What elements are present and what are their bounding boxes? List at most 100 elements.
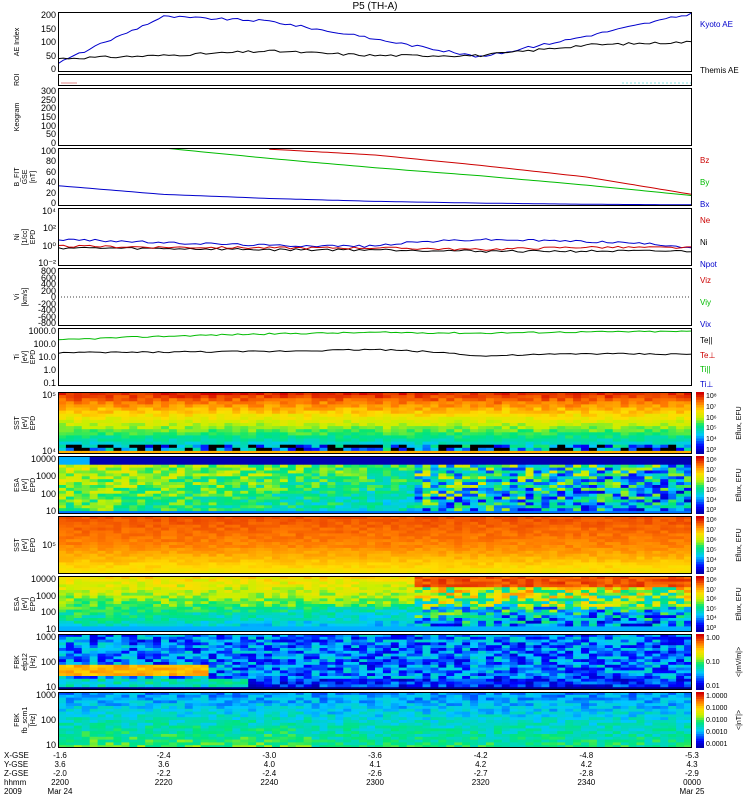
pixel	[81, 423, 91, 427]
pixel	[414, 426, 424, 430]
pixel	[549, 473, 558, 477]
pixel	[406, 410, 416, 415]
pixel	[240, 536, 249, 540]
pixel	[438, 464, 447, 469]
pixel	[224, 545, 233, 549]
pixel	[470, 407, 479, 412]
pixel	[184, 426, 194, 430]
pixel	[240, 496, 249, 500]
pixel	[264, 476, 273, 480]
pixel	[343, 516, 352, 520]
pixel	[343, 470, 352, 474]
pixel	[113, 467, 122, 471]
pixel	[248, 423, 257, 427]
pixel	[224, 416, 233, 421]
pixel	[113, 562, 122, 566]
pixel	[525, 550, 534, 555]
pixel	[612, 413, 622, 418]
pixel	[517, 419, 527, 424]
pixel	[105, 392, 114, 396]
pixel	[335, 482, 344, 486]
pixel	[446, 499, 455, 503]
pixel	[271, 429, 281, 433]
pixel	[684, 473, 692, 477]
pixel	[335, 438, 344, 443]
pixel	[168, 395, 178, 399]
pixel	[628, 441, 638, 446]
pixel	[58, 505, 67, 509]
y-tick-label: 250	[40, 94, 56, 105]
pixel	[359, 404, 368, 408]
pixel	[208, 518, 217, 523]
pixel	[517, 499, 527, 503]
pixel	[343, 450, 352, 454]
pixel	[557, 511, 566, 514]
pixel	[612, 447, 622, 452]
pixel	[628, 542, 638, 546]
pixel	[501, 435, 511, 439]
pixel	[73, 413, 83, 418]
pixel	[684, 429, 692, 433]
pixel	[398, 464, 408, 469]
pixel	[517, 516, 527, 520]
pixel	[604, 511, 614, 514]
pixel	[161, 521, 170, 526]
legend-entry: Bz	[700, 156, 710, 165]
pixel	[517, 559, 527, 563]
pixel	[557, 496, 566, 500]
pixel	[184, 547, 194, 552]
pixel	[604, 444, 614, 449]
pixel	[430, 493, 439, 498]
pixel	[200, 562, 210, 566]
pixel	[113, 539, 122, 543]
pixel	[565, 487, 574, 492]
pixel	[287, 511, 297, 514]
pixel	[343, 559, 352, 563]
pixel	[398, 508, 408, 512]
pixel	[105, 485, 114, 489]
pixel	[58, 490, 67, 495]
pixel	[184, 553, 194, 558]
pixel	[406, 490, 416, 495]
pixel	[470, 435, 479, 439]
pixel	[517, 470, 527, 474]
pixel	[636, 487, 645, 492]
pixel	[525, 527, 534, 531]
pixel	[58, 584, 67, 588]
pixel	[581, 524, 590, 529]
pixel	[161, 516, 170, 520]
pixel	[525, 450, 534, 454]
pixel	[176, 562, 186, 566]
pixel	[184, 407, 194, 412]
pixel	[303, 487, 313, 492]
pixel	[636, 493, 645, 498]
pixel	[573, 461, 582, 466]
pixel	[208, 435, 217, 439]
pixel	[612, 556, 622, 560]
pixel	[145, 562, 154, 566]
roi-dot	[634, 82, 636, 84]
pixel	[113, 502, 122, 506]
pixel	[73, 612, 83, 616]
pixel	[200, 527, 210, 531]
pixel	[557, 423, 566, 427]
pixel	[97, 458, 107, 463]
pixel	[319, 416, 328, 421]
pixel	[81, 571, 91, 574]
pixel	[485, 505, 495, 509]
pixel	[65, 609, 75, 613]
pixel	[636, 516, 645, 520]
pixel	[311, 496, 321, 500]
pixel	[478, 493, 487, 498]
pixel	[200, 429, 210, 433]
pixel	[422, 539, 431, 543]
pixel	[240, 447, 249, 452]
pixel	[89, 456, 99, 460]
pixel	[359, 487, 368, 492]
pixel	[58, 401, 67, 405]
pixel	[367, 490, 376, 495]
pixel	[414, 476, 424, 480]
pixel	[264, 447, 273, 452]
pixel	[660, 450, 669, 454]
pixel	[541, 550, 550, 555]
